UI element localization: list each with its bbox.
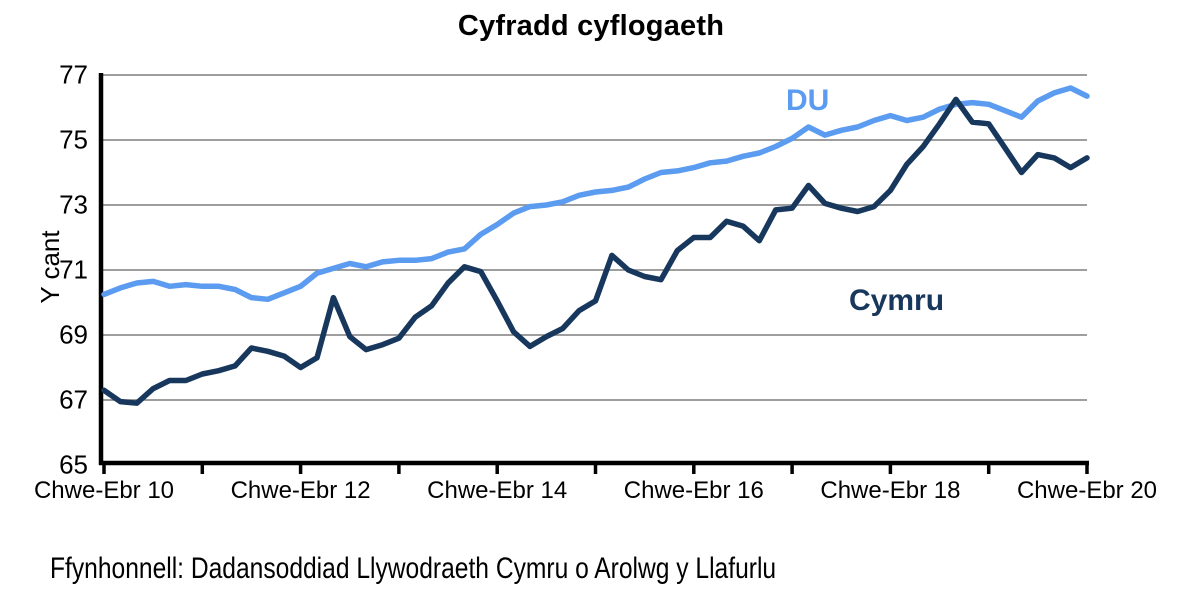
y-axis-tick-label: 73 (59, 189, 88, 220)
x-axis-tick-label: Chwe-Ebr 20 (1016, 477, 1158, 504)
y-axis-tick-label: 67 (59, 384, 88, 415)
x-axis-tick-label: Chwe-Ebr 14 (427, 477, 568, 504)
du-series-label: DU (786, 84, 830, 117)
x-axis-tick-label: Chwe-Ebr 10 (33, 477, 175, 504)
y-axis-tick-label: 69 (59, 319, 88, 350)
y-axis-tick-label: 75 (59, 124, 88, 155)
y-axis-tick-label: 71 (59, 254, 88, 285)
cymru-line (101, 96, 1090, 406)
chart-title: Cyfradd cyflogaeth (457, 10, 725, 42)
y-axis-tick-label: 65 (59, 449, 88, 480)
source-note: Ffynhonnell: Dadansoddiad Llywodraeth Cy… (50, 552, 777, 585)
du-line (101, 85, 1090, 303)
x-axis-ticks (102, 461, 1089, 474)
x-axis-tick-label: Chwe-Ebr 12 (230, 477, 371, 504)
gridlines (101, 74, 1087, 401)
cymru-series-label: Cymru (849, 284, 945, 317)
x-axis-tick-label: Chwe-Ebr 16 (623, 477, 764, 504)
x-axis-tick-label: Chwe-Ebr 18 (820, 477, 961, 504)
y-axis-tick-label: 77 (59, 59, 88, 90)
axes (98, 73, 1089, 466)
